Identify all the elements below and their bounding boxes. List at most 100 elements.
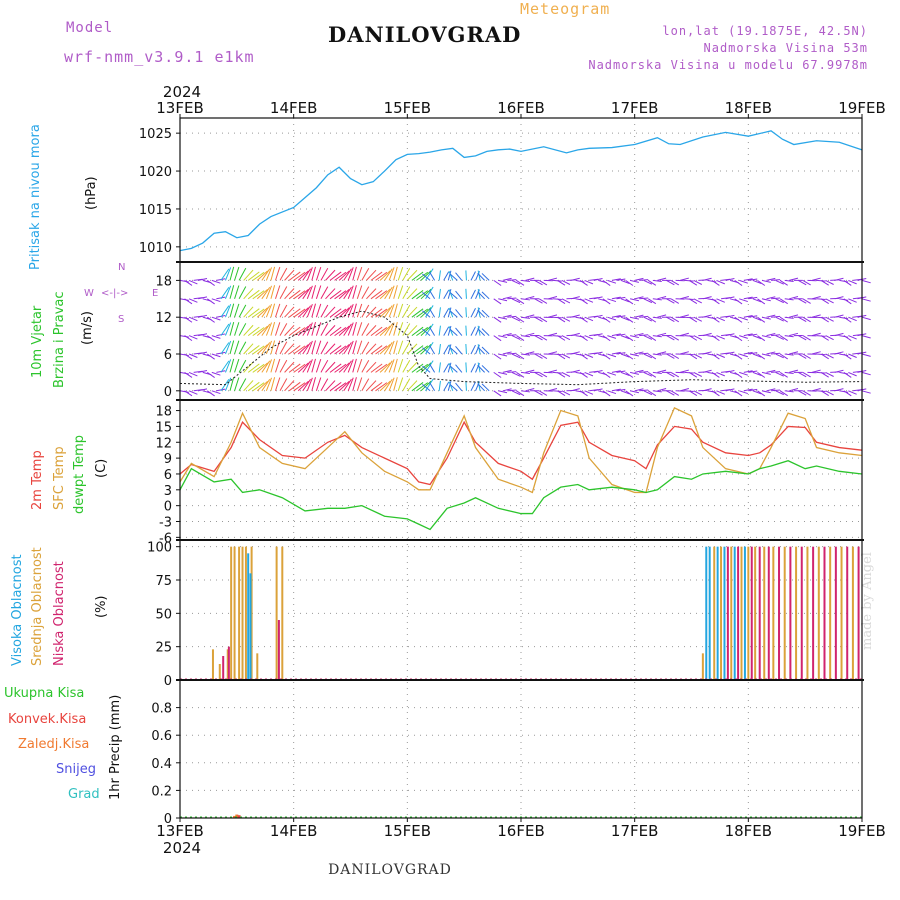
wind-barb xyxy=(416,345,429,355)
wind-barb xyxy=(825,390,834,396)
wind-barb xyxy=(593,370,603,373)
wind-barb xyxy=(702,296,712,300)
wind-barb xyxy=(279,304,288,318)
wind-barb xyxy=(602,353,611,360)
x-label-bottom: 16FEB xyxy=(497,822,544,840)
wind-barb xyxy=(211,298,221,303)
wind-barb xyxy=(757,353,766,360)
wind-barb xyxy=(702,277,712,281)
wind-barb xyxy=(325,380,336,392)
wind-barb xyxy=(352,321,357,336)
wind-barb xyxy=(779,353,788,360)
wind-barb xyxy=(843,390,852,397)
wind-barb xyxy=(507,371,517,373)
wind-barb xyxy=(238,286,247,300)
wind-barb xyxy=(315,377,322,391)
wind-barb xyxy=(422,347,431,355)
wind-barb xyxy=(447,344,452,355)
wind-barb xyxy=(422,291,431,300)
wind-barb xyxy=(447,307,452,318)
wind-barb xyxy=(252,345,265,355)
wind-barb xyxy=(261,378,271,392)
wind-barb xyxy=(238,341,247,355)
wind-barb xyxy=(734,390,743,397)
wind-barb xyxy=(789,296,799,300)
wind-barb xyxy=(388,303,395,318)
wind-barb xyxy=(449,273,458,281)
wind-barb xyxy=(256,325,268,336)
wind-barb xyxy=(670,390,680,396)
wind-barb xyxy=(775,335,784,340)
wind-barb xyxy=(748,333,758,337)
wind-barb xyxy=(422,273,431,281)
wind-barb xyxy=(306,303,313,318)
wind-barb xyxy=(752,371,762,377)
wind-barb xyxy=(265,359,273,373)
wind-barb xyxy=(766,314,776,318)
wind-barb xyxy=(538,390,548,396)
wind-barb xyxy=(861,298,871,302)
wind-barb xyxy=(789,314,799,318)
wind-barb xyxy=(477,364,485,373)
dewpt-line xyxy=(179,460,863,531)
wind-barb xyxy=(798,279,807,286)
wind-barb xyxy=(784,316,794,319)
wind-barb xyxy=(561,371,571,377)
wind-barb xyxy=(693,371,703,377)
wind-barb xyxy=(481,291,490,300)
wind-barb xyxy=(680,277,689,281)
precip-legend-frozen: Zaledj.Kisa xyxy=(18,737,90,752)
x-label-bottom: 13FEB xyxy=(156,822,203,840)
wind-barb xyxy=(393,266,398,281)
wind-barb xyxy=(198,314,208,318)
footer-title: DANILOVGRAD xyxy=(328,862,452,878)
wind-barb xyxy=(184,298,193,305)
wind-barb xyxy=(402,304,411,318)
wind-barb xyxy=(525,351,535,355)
wind-barb xyxy=(402,286,411,300)
wind-barb xyxy=(634,277,644,281)
wind-barb xyxy=(630,279,640,283)
wind-barb xyxy=(481,346,490,355)
wind-barb xyxy=(843,353,852,360)
wind-barb xyxy=(616,296,626,300)
cloud-bar-mid xyxy=(772,546,775,680)
wind-barb xyxy=(707,371,717,375)
wind-barb xyxy=(416,290,429,300)
wind-barb xyxy=(397,340,404,355)
wind-barb xyxy=(275,303,281,318)
wind-barb xyxy=(206,279,215,286)
wind-barb xyxy=(477,272,485,281)
wind-barb xyxy=(634,296,644,300)
wind-barb xyxy=(525,277,535,281)
wind-barb xyxy=(325,269,336,281)
wind-barb xyxy=(834,296,844,300)
wind-barb xyxy=(861,390,871,394)
wind-barb xyxy=(789,332,799,337)
wind-barb xyxy=(779,335,788,341)
wind-barb xyxy=(379,307,391,318)
wind-barb xyxy=(561,298,571,304)
wind-barb xyxy=(507,279,517,281)
wind-barb xyxy=(839,371,849,375)
wind-barb xyxy=(784,353,794,356)
wind-barb xyxy=(734,353,743,360)
wind-barb xyxy=(370,289,383,300)
wind-barb xyxy=(688,353,698,360)
wind-barb xyxy=(406,288,418,300)
cloud-bar-low xyxy=(222,656,225,680)
wind-barb xyxy=(711,279,720,286)
wind-barb xyxy=(707,390,717,393)
wind-barb xyxy=(343,360,352,373)
wind-barb xyxy=(752,335,762,340)
wind-barb xyxy=(229,377,235,391)
wind-barb xyxy=(311,266,316,281)
wind-barb xyxy=(702,332,712,337)
wind-barb xyxy=(607,316,617,321)
wind-barb xyxy=(470,326,476,336)
cloud-bar-mid xyxy=(851,546,854,680)
wind-barb xyxy=(402,268,411,281)
wind-compass-cross-icon: <-|-> xyxy=(101,288,129,299)
wind-barb xyxy=(243,269,254,281)
wind-barb xyxy=(688,371,698,378)
